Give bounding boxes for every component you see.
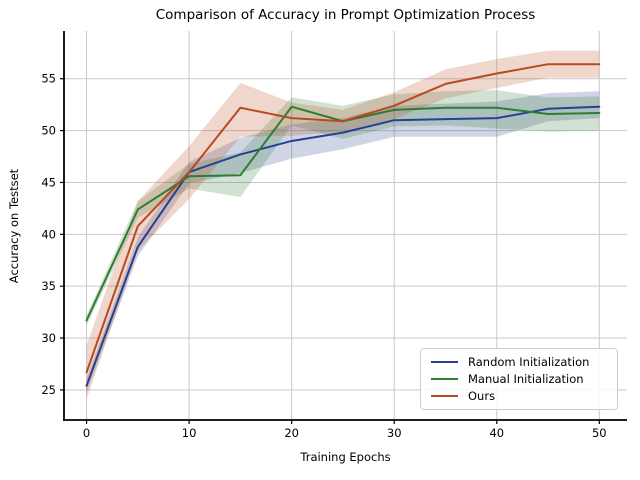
x-tick-label: 50 [592, 426, 607, 440]
legend-entry-ours: Ours [431, 389, 607, 403]
legend: Random Initialization Manual Initializat… [420, 348, 618, 410]
confidence-band [86, 50, 600, 400]
x-tick-label: 40 [489, 426, 504, 440]
y-tick-label: 30 [41, 331, 56, 345]
legend-label-ours: Ours [468, 389, 496, 403]
y-tick-label: 35 [41, 279, 56, 293]
x-tick-label: 20 [284, 426, 299, 440]
legend-entry-manual: Manual Initialization [431, 372, 607, 386]
legend-label-manual: Manual Initialization [468, 372, 584, 386]
y-tick-label: 55 [41, 72, 56, 86]
x-tick-label: 10 [182, 426, 197, 440]
legend-entry-random: Random Initialization [431, 355, 607, 369]
chart-title: Comparison of Accuracy in Prompt Optimiz… [155, 7, 536, 23]
y-tick-label: 50 [41, 124, 56, 138]
y-axis-label: Accuracy on Testset [7, 168, 21, 284]
confidence-band [86, 91, 600, 394]
series-line [85, 63, 601, 374]
series-line [85, 105, 601, 387]
x-axis-label: Training Epochs [300, 450, 391, 464]
x-tick-label: 0 [83, 426, 90, 440]
y-tick-label: 40 [41, 227, 56, 241]
y-tick-label: 25 [41, 383, 56, 397]
x-tick-label: 30 [387, 426, 402, 440]
legend-swatch-manual [431, 378, 458, 380]
legend-label-random: Random Initialization [468, 355, 590, 369]
legend-swatch-ours [431, 395, 458, 397]
legend-swatch-random [431, 361, 458, 363]
y-tick-label: 45 [41, 175, 56, 189]
